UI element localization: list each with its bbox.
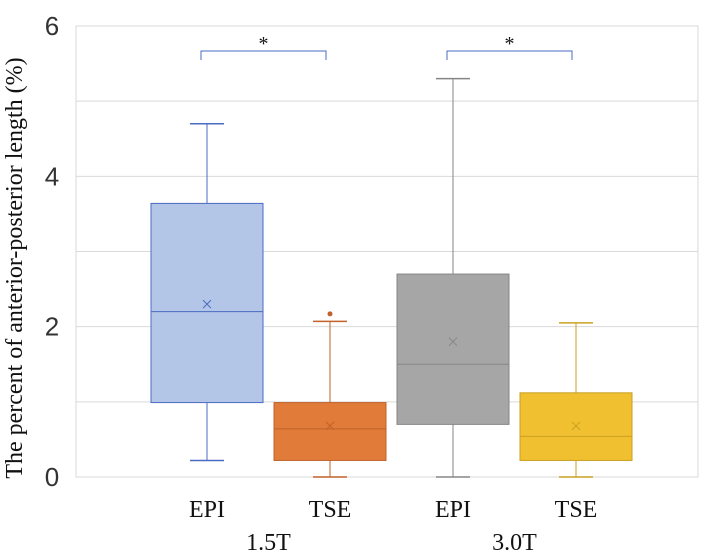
y-tick-label-2: 2 xyxy=(45,312,59,342)
y-axis-title: The percent of anterior-posterior length… xyxy=(2,57,28,478)
group-label-30T: 3.0T xyxy=(492,530,537,555)
significance-label-1: * xyxy=(505,33,515,55)
significance-label-0: * xyxy=(259,33,269,55)
box-30T-tse-mean-marker xyxy=(571,421,581,431)
group-label-15T: 1.5T xyxy=(246,530,291,555)
y-tick-label-4: 4 xyxy=(45,161,59,191)
box-15T-tse-iqr xyxy=(273,402,387,461)
x-tick-label-tse-30T: TSE xyxy=(555,497,598,523)
labels: 0 2 4 6 EPI TSE EPI TSE 1.5T 3.0T xyxy=(45,11,598,555)
box-30T-epi-mean-marker xyxy=(448,337,458,347)
significance-bracket-1 xyxy=(446,50,573,61)
box-15T-tse-mean-marker xyxy=(325,421,335,431)
significance-brackets: * * xyxy=(200,33,573,61)
box-15T-tse-outlier-0 xyxy=(327,311,333,317)
boxes xyxy=(150,77,633,478)
significance-bracket-0 xyxy=(200,50,327,61)
box-15T-epi-mean-marker xyxy=(202,299,212,309)
box-30T-epi-iqr xyxy=(396,273,510,425)
x-tick-label-tse-15T: TSE xyxy=(309,497,352,523)
y-tick-label-6: 6 xyxy=(45,11,59,41)
x-tick-label-epi-15T: EPI xyxy=(189,497,225,523)
y-tick-label-0: 0 xyxy=(45,462,59,492)
box-15T-epi-iqr xyxy=(150,202,264,404)
box-30T-tse-iqr xyxy=(519,392,633,461)
x-tick-label-epi-30T: EPI xyxy=(435,497,471,523)
